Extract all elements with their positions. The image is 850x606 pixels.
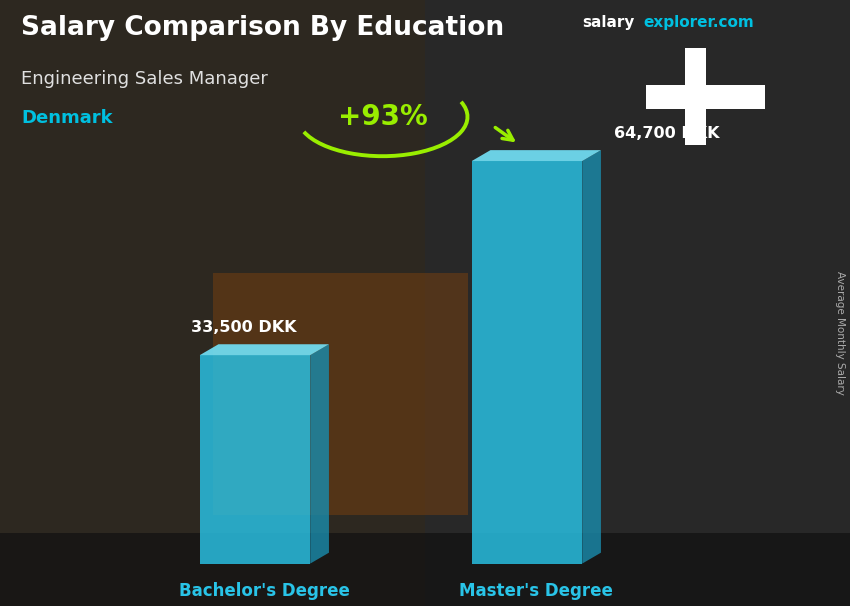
Polygon shape: [472, 150, 601, 161]
Text: 33,500 DKK: 33,500 DKK: [191, 320, 297, 335]
Text: Average Monthly Salary: Average Monthly Salary: [835, 271, 845, 395]
Text: salary: salary: [582, 15, 635, 30]
Bar: [425, 0, 850, 606]
Bar: [0, 533, 850, 606]
Polygon shape: [212, 273, 468, 515]
Polygon shape: [582, 150, 601, 564]
Bar: [0, 0, 425, 606]
Text: Denmark: Denmark: [21, 109, 113, 127]
Text: 64,700 DKK: 64,700 DKK: [614, 126, 719, 141]
Polygon shape: [646, 85, 765, 108]
Text: +93%: +93%: [337, 103, 428, 131]
Polygon shape: [200, 344, 329, 355]
Text: Engineering Sales Manager: Engineering Sales Manager: [21, 70, 268, 88]
Polygon shape: [472, 161, 582, 564]
Text: Bachelor's Degree: Bachelor's Degree: [178, 582, 350, 600]
Polygon shape: [200, 355, 310, 564]
Text: Salary Comparison By Education: Salary Comparison By Education: [21, 15, 504, 41]
Text: explorer.com: explorer.com: [643, 15, 754, 30]
Text: Master's Degree: Master's Degree: [459, 582, 614, 600]
Polygon shape: [685, 48, 706, 145]
Polygon shape: [310, 344, 329, 564]
